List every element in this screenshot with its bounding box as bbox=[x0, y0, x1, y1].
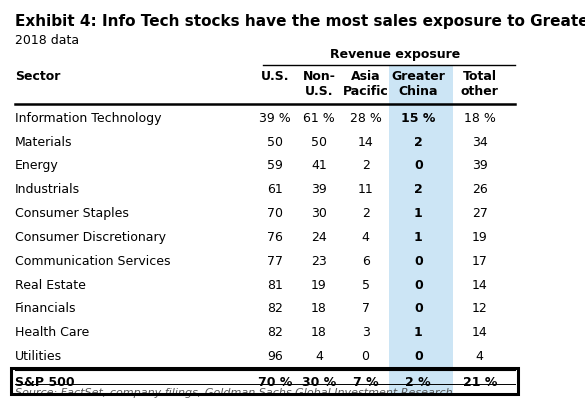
Text: 0: 0 bbox=[414, 350, 422, 363]
Text: 2: 2 bbox=[414, 136, 422, 149]
Text: 24: 24 bbox=[311, 231, 326, 244]
Text: 7: 7 bbox=[362, 302, 370, 316]
Text: 82: 82 bbox=[267, 326, 283, 339]
Text: 18: 18 bbox=[311, 302, 327, 316]
Text: 0: 0 bbox=[414, 255, 422, 268]
Text: 19: 19 bbox=[311, 279, 326, 292]
Text: Total
other: Total other bbox=[461, 70, 498, 98]
Text: 3: 3 bbox=[362, 326, 370, 339]
Text: 39 %: 39 % bbox=[259, 112, 291, 125]
Text: Consumer Staples: Consumer Staples bbox=[15, 207, 129, 220]
Text: 41: 41 bbox=[311, 159, 326, 173]
Text: 50: 50 bbox=[311, 136, 327, 149]
Text: Consumer Discretionary: Consumer Discretionary bbox=[15, 231, 166, 244]
Text: 82: 82 bbox=[267, 302, 283, 316]
Text: Real Estate: Real Estate bbox=[15, 279, 85, 292]
Text: 18 %: 18 % bbox=[464, 112, 495, 125]
Text: 39: 39 bbox=[472, 159, 487, 173]
Text: 30: 30 bbox=[311, 207, 327, 220]
Text: 21 %: 21 % bbox=[463, 376, 497, 389]
Text: Industrials: Industrials bbox=[15, 183, 80, 196]
Text: 11: 11 bbox=[358, 183, 373, 196]
Text: 59: 59 bbox=[267, 159, 283, 173]
Text: 2: 2 bbox=[414, 183, 422, 196]
Text: 23: 23 bbox=[311, 255, 326, 268]
Text: Health Care: Health Care bbox=[15, 326, 89, 339]
Text: 17: 17 bbox=[472, 255, 488, 268]
Text: 70: 70 bbox=[267, 207, 283, 220]
Text: 28 %: 28 % bbox=[350, 112, 381, 125]
Text: 76: 76 bbox=[267, 231, 283, 244]
Text: 0: 0 bbox=[414, 159, 422, 173]
Text: Non-
U.S.: Non- U.S. bbox=[302, 70, 335, 98]
Text: 96: 96 bbox=[267, 350, 283, 363]
Text: Exhibit 4: Info Tech stocks have the most sales exposure to Greater China: Exhibit 4: Info Tech stocks have the mos… bbox=[15, 14, 585, 29]
Text: 15 %: 15 % bbox=[401, 112, 435, 125]
Text: S&P 500: S&P 500 bbox=[15, 376, 74, 389]
Text: 0: 0 bbox=[362, 350, 370, 363]
Text: 19: 19 bbox=[472, 231, 487, 244]
Text: 14: 14 bbox=[472, 279, 487, 292]
Text: Greater
China: Greater China bbox=[391, 70, 445, 98]
Text: 14: 14 bbox=[472, 326, 487, 339]
Text: 0: 0 bbox=[414, 279, 422, 292]
Text: 30 %: 30 % bbox=[302, 376, 336, 389]
Text: 4: 4 bbox=[362, 231, 370, 244]
Text: 50: 50 bbox=[267, 136, 283, 149]
Text: 70 %: 70 % bbox=[258, 376, 292, 389]
Text: Energy: Energy bbox=[15, 159, 59, 173]
Text: 4: 4 bbox=[476, 350, 484, 363]
Text: 34: 34 bbox=[472, 136, 487, 149]
Text: 81: 81 bbox=[267, 279, 283, 292]
Text: Information Technology: Information Technology bbox=[15, 112, 161, 125]
Text: U.S.: U.S. bbox=[261, 70, 289, 83]
Text: 26: 26 bbox=[472, 183, 487, 196]
Text: 1: 1 bbox=[414, 231, 422, 244]
Text: 2: 2 bbox=[362, 159, 370, 173]
Text: 1: 1 bbox=[414, 207, 422, 220]
Text: 2: 2 bbox=[362, 207, 370, 220]
Text: 7 %: 7 % bbox=[353, 376, 378, 389]
Text: 0: 0 bbox=[414, 302, 422, 316]
Text: 27: 27 bbox=[472, 207, 488, 220]
Text: Utilities: Utilities bbox=[15, 350, 62, 363]
Bar bbox=[389, 65, 453, 394]
Text: 18: 18 bbox=[311, 326, 327, 339]
Text: 77: 77 bbox=[267, 255, 283, 268]
Text: Asia
Pacific: Asia Pacific bbox=[343, 70, 388, 98]
Text: 2 %: 2 % bbox=[405, 376, 431, 389]
Text: Materials: Materials bbox=[15, 136, 72, 149]
Text: Communication Services: Communication Services bbox=[15, 255, 170, 268]
Text: 6: 6 bbox=[362, 255, 370, 268]
Text: 5: 5 bbox=[362, 279, 370, 292]
Text: 61 %: 61 % bbox=[303, 112, 335, 125]
Text: Source: FactSet, company filings, Goldman Sachs Global Investment Research: Source: FactSet, company filings, Goldma… bbox=[15, 388, 452, 398]
Text: Financials: Financials bbox=[15, 302, 76, 316]
Text: 4: 4 bbox=[315, 350, 323, 363]
Text: 1: 1 bbox=[414, 326, 422, 339]
Text: 61: 61 bbox=[267, 183, 283, 196]
Text: Revenue exposure: Revenue exposure bbox=[330, 48, 460, 61]
Text: Sector: Sector bbox=[15, 70, 60, 83]
Text: 2018 data: 2018 data bbox=[15, 34, 79, 47]
Text: 39: 39 bbox=[311, 183, 326, 196]
Text: 14: 14 bbox=[358, 136, 373, 149]
Text: 12: 12 bbox=[472, 302, 487, 316]
